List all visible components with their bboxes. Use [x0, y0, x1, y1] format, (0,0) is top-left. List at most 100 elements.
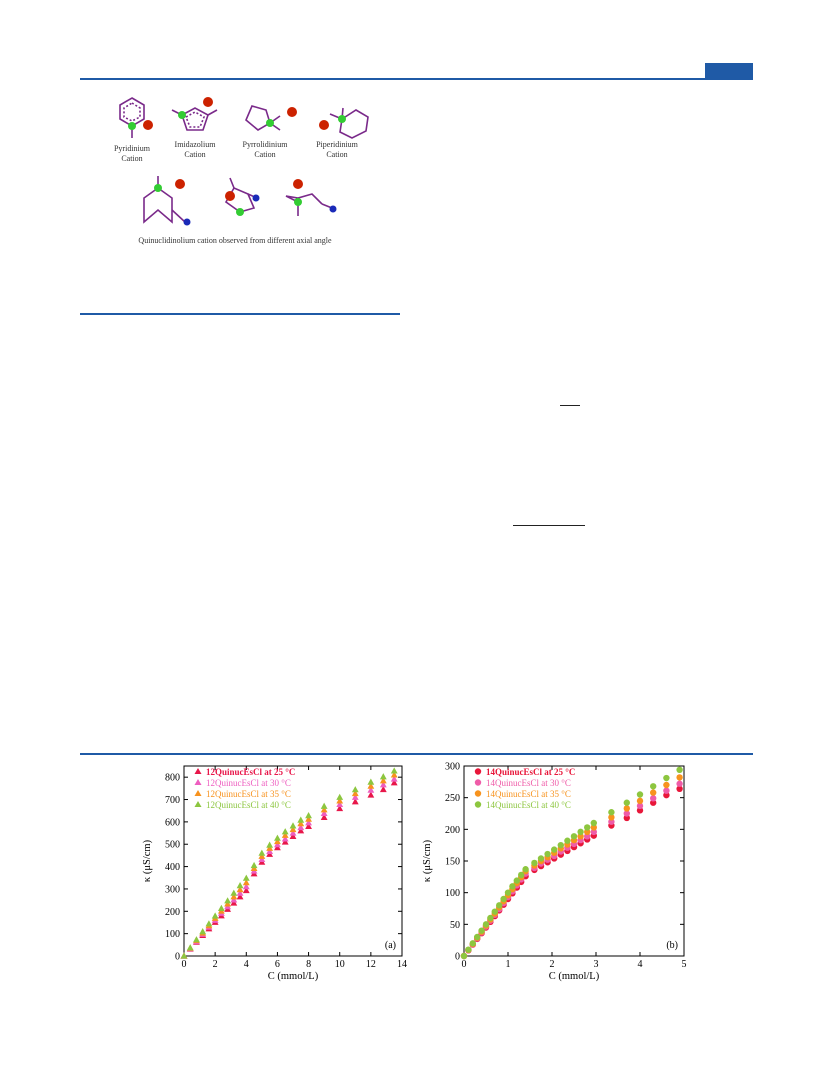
data-point: [250, 861, 258, 869]
data-point: [663, 774, 670, 782]
data-point: [650, 783, 657, 790]
data-point: [608, 814, 615, 821]
data-point: [258, 852, 266, 859]
data-point: [230, 893, 238, 900]
data-point: [636, 802, 644, 810]
data-point: [274, 834, 281, 841]
data-point: [320, 809, 328, 816]
data-point: [186, 944, 194, 951]
pyridinium-label: Pyridinium Cation: [113, 144, 150, 163]
data-point: [482, 921, 490, 928]
y-tick-label: 50: [450, 920, 460, 931]
data-point: [297, 827, 305, 834]
data-point: [478, 927, 485, 934]
data-point: [608, 818, 615, 825]
equation-fraction-bar: [560, 405, 580, 406]
data-point: [584, 828, 591, 836]
oxygen-atom: [183, 218, 191, 226]
data-point: [266, 841, 274, 848]
data-point: [650, 789, 657, 796]
data-point: [390, 771, 398, 778]
data-point: [623, 805, 630, 812]
legend-label: 14QuinucEsCl at 40 °C: [486, 800, 571, 810]
data-point: [230, 899, 238, 906]
data-point: [500, 895, 507, 903]
y-tick-label: 300: [445, 762, 460, 773]
y-axis-label: κ (μS/cm): [422, 839, 433, 882]
data-point: [351, 793, 359, 800]
legend-label: 14QuinucEsCl at 25 °C: [486, 767, 575, 777]
data-point: [544, 850, 551, 858]
data-point: [230, 889, 238, 896]
data-point: [367, 786, 375, 793]
data-point: [623, 814, 630, 822]
data-point: [663, 787, 670, 794]
legend-marker: [194, 768, 202, 774]
x-tick-label: 2: [550, 959, 555, 970]
data-point: [266, 847, 274, 854]
data-point: [336, 793, 344, 800]
nitrogen-atom: [128, 122, 136, 130]
data-point: [379, 781, 387, 788]
data-point: [199, 928, 207, 935]
data-point: [224, 900, 231, 907]
data-point: [320, 813, 328, 821]
data-point: [663, 781, 670, 789]
legend-marker: [474, 790, 482, 797]
data-point: [577, 833, 584, 840]
pyrrolidinium-ring: [245, 105, 271, 131]
data-point: [465, 946, 472, 953]
data-point: [487, 914, 494, 922]
legend-marker: [474, 801, 482, 808]
data-point: [636, 791, 644, 798]
x-tick-label: 8: [306, 959, 311, 970]
legend-label: 14QuinucEsCl at 35 °C: [486, 789, 571, 799]
data-point: [289, 829, 297, 836]
data-point: [460, 952, 468, 960]
data-point: [390, 767, 398, 774]
figure-rule: [80, 753, 753, 755]
data-point: [236, 886, 244, 893]
plot-frame: [183, 765, 403, 957]
data-point: [289, 822, 297, 829]
y-axis-label: κ (μS/cm): [142, 839, 153, 882]
y-tick-label: 500: [165, 840, 180, 851]
data-point: [650, 795, 657, 802]
data-point: [336, 797, 344, 804]
legend-label: 12QuinucEsCl at 25 °C: [206, 767, 295, 777]
equation-fraction-bar: [513, 525, 585, 526]
data-point: [217, 904, 225, 911]
data-point: [676, 785, 683, 792]
data-point: [551, 846, 558, 853]
data-point: [676, 774, 683, 781]
data-point: [305, 819, 312, 826]
data-point: [590, 828, 597, 836]
imidazolium-ring: [181, 107, 209, 131]
page-tab: [705, 63, 753, 79]
data-point: [518, 871, 525, 879]
data-point: [469, 940, 476, 947]
piperidinium-ring: [339, 109, 369, 139]
data-point: [242, 879, 250, 886]
data-point: [650, 799, 657, 806]
data-point: [367, 778, 375, 785]
data-point: [537, 855, 545, 862]
data-point: [676, 780, 683, 787]
y-tick-label: 250: [445, 793, 460, 804]
legend-label: 12QuinucEsCl at 30 °C: [206, 778, 291, 788]
x-tick-label: 6: [275, 959, 280, 970]
cation-structures-svg: [119, 97, 369, 226]
imidazolium-label: Imidazolium Cation: [174, 140, 216, 159]
data-point: [474, 933, 481, 941]
x-tick-label: 4: [244, 959, 249, 970]
legend-label: 12QuinucEsCl at 40 °C: [206, 800, 291, 810]
chloride-ion: [143, 120, 153, 130]
data-point: [274, 837, 281, 845]
y-tick-label: 200: [445, 825, 460, 836]
data-point: [608, 809, 615, 816]
data-point: [379, 773, 387, 780]
data-point: [509, 883, 516, 890]
y-tick-label: 600: [165, 817, 180, 828]
legend-marker: [194, 779, 202, 785]
data-point: [584, 824, 591, 831]
